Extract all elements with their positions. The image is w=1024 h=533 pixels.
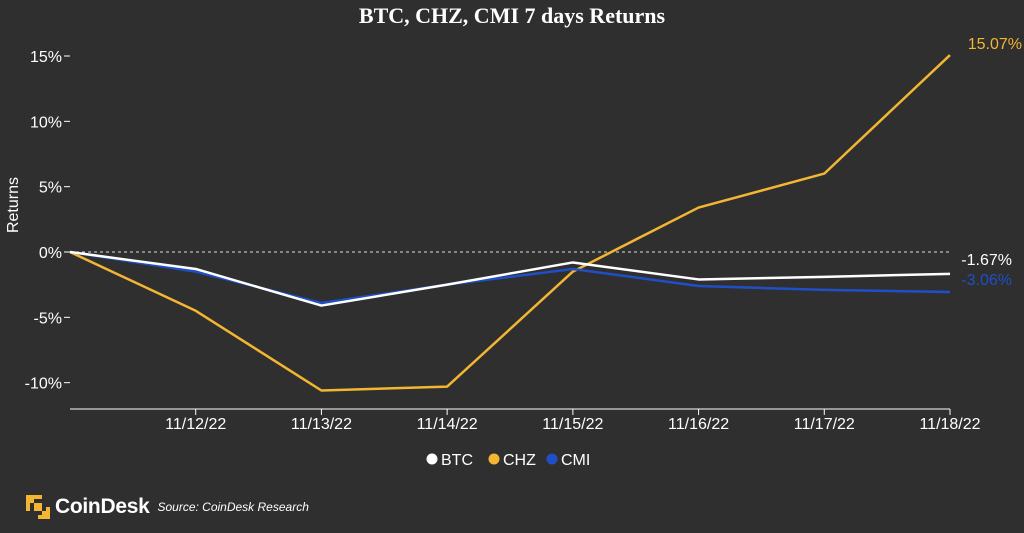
- series-end-labels: -1.67% 15.07% -3.06%: [961, 36, 1022, 289]
- y-tick-label: 10%: [30, 114, 62, 131]
- series-line-btc: [69, 250, 951, 307]
- series-line-cmi: [69, 250, 951, 305]
- source-note: Source: CoinDesk Research: [157, 500, 309, 514]
- y-tick-label: 5%: [39, 180, 62, 197]
- y-tick-label: -10%: [25, 376, 62, 393]
- logo-block: [34, 503, 42, 511]
- brand-name: CoinDesk: [55, 495, 150, 518]
- legend-marker-chz: [488, 453, 500, 465]
- x-tick-label: 11/18/22: [919, 416, 980, 433]
- logo-block: [34, 495, 42, 499]
- logo-block: [42, 511, 50, 519]
- logo-block: [46, 507, 50, 511]
- coindesk-logo-icon: [26, 495, 50, 519]
- x-axis: 11/12/22 11/13/22 11/14/22 11/15/22 11/16/22…: [70, 408, 981, 433]
- legend-label-chz: CHZ: [503, 452, 536, 469]
- legend-marker-cmi: [546, 453, 558, 465]
- legend: BTC CHZ CMI: [426, 452, 590, 469]
- chart-title: BTC, CHZ, CMI 7 days Returns: [359, 3, 666, 28]
- x-tick-label: 11/14/22: [417, 416, 478, 433]
- logo-block: [26, 495, 34, 503]
- y-tick-label: -5%: [34, 310, 62, 327]
- end-label-chz: 15.07%: [968, 36, 1022, 53]
- legend-marker-btc: [426, 453, 438, 465]
- x-tick-label: 11/15/22: [542, 416, 603, 433]
- y-tick-label: 15%: [30, 49, 62, 66]
- legend-label-cmi: CMI: [561, 452, 590, 469]
- x-tick-label: 11/12/22: [165, 416, 226, 433]
- footer: CoinDesk Source: CoinDesk Research: [26, 492, 309, 522]
- logo-block: [26, 503, 30, 511]
- logo-block: [38, 515, 42, 519]
- end-label-cmi: -3.06%: [961, 272, 1012, 289]
- y-axis-label: Returns: [5, 177, 22, 233]
- x-tick-label: 11/16/22: [668, 416, 729, 433]
- x-tick-label: 11/13/22: [291, 416, 352, 433]
- y-axis: 15% 10% 5% 0% -5% -10%: [25, 49, 70, 393]
- series-line-chz: [69, 54, 951, 392]
- end-label-btc: -1.67%: [961, 252, 1012, 269]
- legend-label-btc: BTC: [441, 452, 473, 469]
- x-tick-label: 11/17/22: [794, 416, 855, 433]
- series-lines: [69, 54, 951, 392]
- y-tick-label: 0%: [39, 245, 62, 262]
